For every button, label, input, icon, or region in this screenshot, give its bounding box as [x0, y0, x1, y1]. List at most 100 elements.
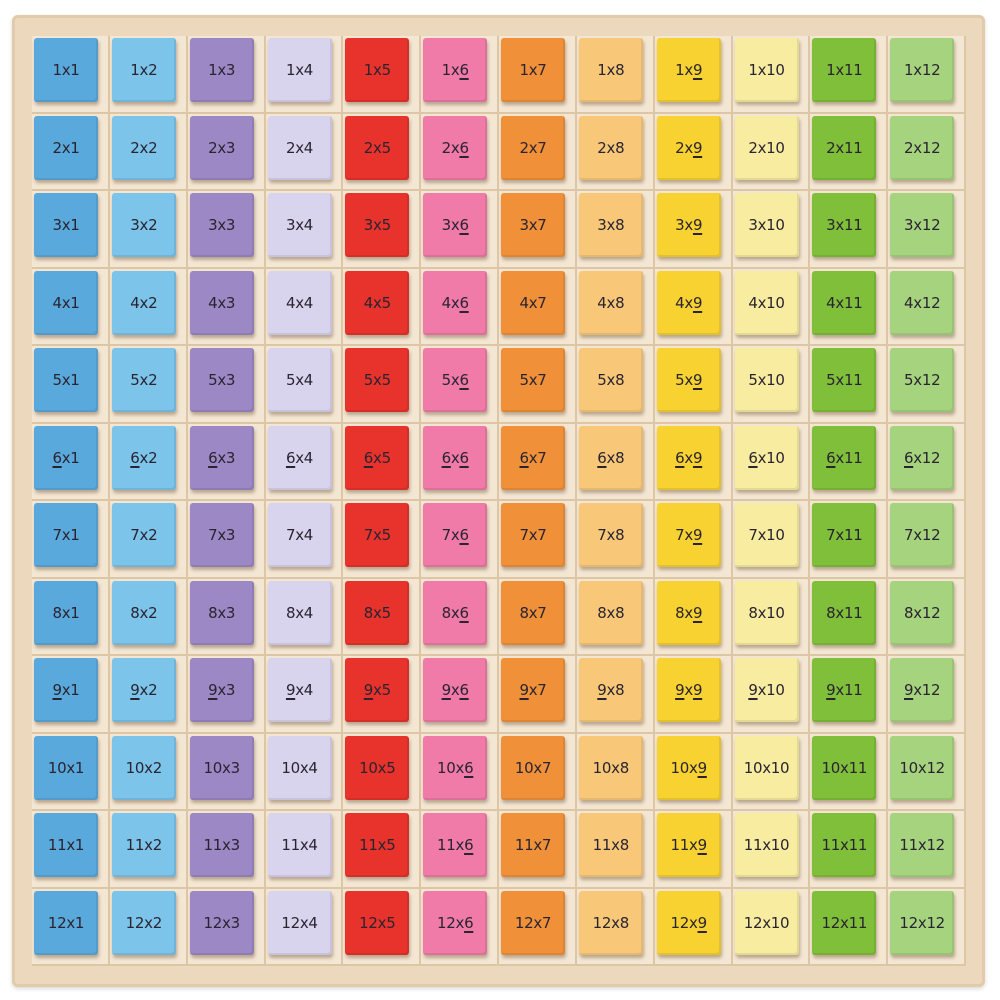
multiplication-tile[interactable]: 7x10	[734, 503, 799, 567]
multiplication-tile[interactable]: 12x4	[267, 890, 332, 955]
multiplication-tile[interactable]: 1x12	[890, 38, 955, 102]
multiplication-tile[interactable]: 1x4	[267, 38, 332, 102]
multiplication-tile[interactable]: 10x10	[734, 735, 799, 800]
multiplication-tile[interactable]: 6 x12	[890, 425, 955, 490]
multiplication-tile[interactable]: 10x 6	[423, 735, 488, 800]
multiplication-tile[interactable]: 3x7	[501, 193, 565, 257]
multiplication-tile[interactable]: 9 x11	[812, 658, 877, 722]
multiplication-tile[interactable]: 2x11	[812, 115, 877, 180]
multiplication-tile[interactable]: 3x12	[890, 193, 955, 257]
multiplication-tile[interactable]: 1x 6	[423, 38, 488, 102]
multiplication-tile[interactable]: 11x10	[734, 813, 799, 877]
multiplication-tile[interactable]: 5x5	[345, 348, 410, 412]
multiplication-tile[interactable]: 6 x4	[267, 425, 332, 490]
multiplication-tile[interactable]: 2x4	[267, 115, 332, 180]
multiplication-tile[interactable]: 10x8	[578, 735, 643, 800]
multiplication-tile[interactable]: 6 x10	[734, 425, 799, 490]
multiplication-tile[interactable]: 9 x2	[111, 658, 176, 722]
multiplication-tile[interactable]: 1x1	[34, 38, 98, 102]
multiplication-tile[interactable]: 1x8	[578, 38, 643, 102]
multiplication-tile[interactable]: 2x 9	[656, 115, 721, 180]
multiplication-tile[interactable]: 10x4	[267, 735, 332, 800]
multiplication-tile[interactable]: 11x12	[890, 813, 955, 877]
multiplication-tile[interactable]: 11x 9	[656, 813, 721, 877]
multiplication-tile[interactable]: 6 x2	[111, 425, 176, 490]
multiplication-tile[interactable]: 9 x7	[501, 658, 565, 722]
multiplication-tile[interactable]: 1x10	[734, 38, 799, 102]
multiplication-tile[interactable]: 4x12	[890, 270, 955, 335]
multiplication-tile[interactable]: 2x7	[501, 115, 565, 180]
multiplication-tile[interactable]: 8x11	[812, 580, 877, 645]
multiplication-tile[interactable]: 10x2	[111, 735, 176, 800]
multiplication-tile[interactable]: 2x8	[578, 115, 643, 180]
multiplication-tile[interactable]: 3x 9	[656, 193, 721, 257]
multiplication-tile[interactable]: 6 x5	[345, 425, 410, 490]
multiplication-tile[interactable]: 4x 6	[423, 270, 488, 335]
multiplication-tile[interactable]: 8x 6	[423, 580, 488, 645]
multiplication-tile[interactable]: 10x11	[812, 735, 877, 800]
multiplication-tile[interactable]: 2x5	[345, 115, 410, 180]
multiplication-tile[interactable]: 12x 9	[656, 890, 721, 955]
multiplication-tile[interactable]: 11x5	[345, 813, 410, 877]
multiplication-tile[interactable]: 8x12	[890, 580, 955, 645]
multiplication-tile[interactable]: 3x2	[111, 193, 176, 257]
multiplication-tile[interactable]: 7x1	[34, 503, 98, 567]
multiplication-tile[interactable]: 1x3	[189, 38, 254, 102]
multiplication-tile[interactable]: 5x7	[501, 348, 565, 412]
multiplication-tile[interactable]: 12x 6	[423, 890, 488, 955]
multiplication-tile[interactable]: 11x4	[267, 813, 332, 877]
multiplication-tile[interactable]: 9 x5	[345, 658, 410, 722]
multiplication-tile[interactable]: 7x2	[111, 503, 176, 567]
multiplication-tile[interactable]: 8x4	[267, 580, 332, 645]
multiplication-tile[interactable]: 10x3	[189, 735, 254, 800]
multiplication-tile[interactable]: 5x2	[111, 348, 176, 412]
multiplication-tile[interactable]: 5x11	[812, 348, 877, 412]
multiplication-tile[interactable]: 1x7	[501, 38, 565, 102]
multiplication-tile[interactable]: 8x3	[189, 580, 254, 645]
multiplication-tile[interactable]: 5x3	[189, 348, 254, 412]
multiplication-tile[interactable]: 11x11	[812, 813, 877, 877]
multiplication-tile[interactable]: 8x2	[111, 580, 176, 645]
multiplication-tile[interactable]: 12x12	[890, 890, 955, 955]
multiplication-tile[interactable]: 2x2	[111, 115, 176, 180]
multiplication-tile[interactable]: 12x8	[578, 890, 643, 955]
multiplication-tile[interactable]: 1x 9	[656, 38, 721, 102]
multiplication-tile[interactable]: 10x1	[34, 735, 98, 800]
multiplication-tile[interactable]: 12x2	[111, 890, 176, 955]
multiplication-tile[interactable]: 4x3	[189, 270, 254, 335]
multiplication-tile[interactable]: 9 x3	[189, 658, 254, 722]
multiplication-tile[interactable]: 4x1	[34, 270, 98, 335]
multiplication-tile[interactable]: 11x1	[34, 813, 98, 877]
multiplication-tile[interactable]: 7x12	[890, 503, 955, 567]
multiplication-tile[interactable]: 11x2	[111, 813, 176, 877]
multiplication-tile[interactable]: 1x11	[812, 38, 877, 102]
multiplication-tile[interactable]: 12x7	[501, 890, 565, 955]
multiplication-tile[interactable]: 4x8	[578, 270, 643, 335]
multiplication-tile[interactable]: 4x10	[734, 270, 799, 335]
multiplication-tile[interactable]: 9 x1	[34, 658, 98, 722]
multiplication-tile[interactable]: 10x5	[345, 735, 410, 800]
multiplication-tile[interactable]: 9 x12	[890, 658, 955, 722]
multiplication-tile[interactable]: 12x11	[812, 890, 877, 955]
multiplication-tile[interactable]: 5x10	[734, 348, 799, 412]
multiplication-tile[interactable]: 11x3	[189, 813, 254, 877]
multiplication-tile[interactable]: 1x5	[345, 38, 410, 102]
multiplication-tile[interactable]: 12x10	[734, 890, 799, 955]
multiplication-tile[interactable]: 6 x1	[34, 425, 98, 490]
multiplication-tile[interactable]: 8x8	[578, 580, 643, 645]
multiplication-tile[interactable]: 7x 6	[423, 503, 488, 567]
multiplication-tile[interactable]: 4x11	[812, 270, 877, 335]
multiplication-tile[interactable]: 6 x8	[578, 425, 643, 490]
multiplication-tile[interactable]: 9 x8	[578, 658, 643, 722]
multiplication-tile[interactable]: 5x8	[578, 348, 643, 412]
multiplication-tile[interactable]: 7x7	[501, 503, 565, 567]
multiplication-tile[interactable]: 7x 9	[656, 503, 721, 567]
multiplication-tile[interactable]: 9 x10	[734, 658, 799, 722]
multiplication-tile[interactable]: 12x1	[34, 890, 98, 955]
multiplication-tile[interactable]: 6 x7	[501, 425, 565, 490]
multiplication-tile[interactable]: 8x10	[734, 580, 799, 645]
multiplication-tile[interactable]: 3x8	[578, 193, 643, 257]
multiplication-tile[interactable]: 2x3	[189, 115, 254, 180]
multiplication-tile[interactable]: 10x7	[501, 735, 565, 800]
